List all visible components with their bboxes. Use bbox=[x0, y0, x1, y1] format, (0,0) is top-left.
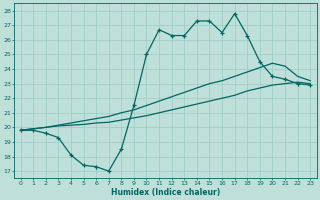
X-axis label: Humidex (Indice chaleur): Humidex (Indice chaleur) bbox=[111, 188, 220, 197]
